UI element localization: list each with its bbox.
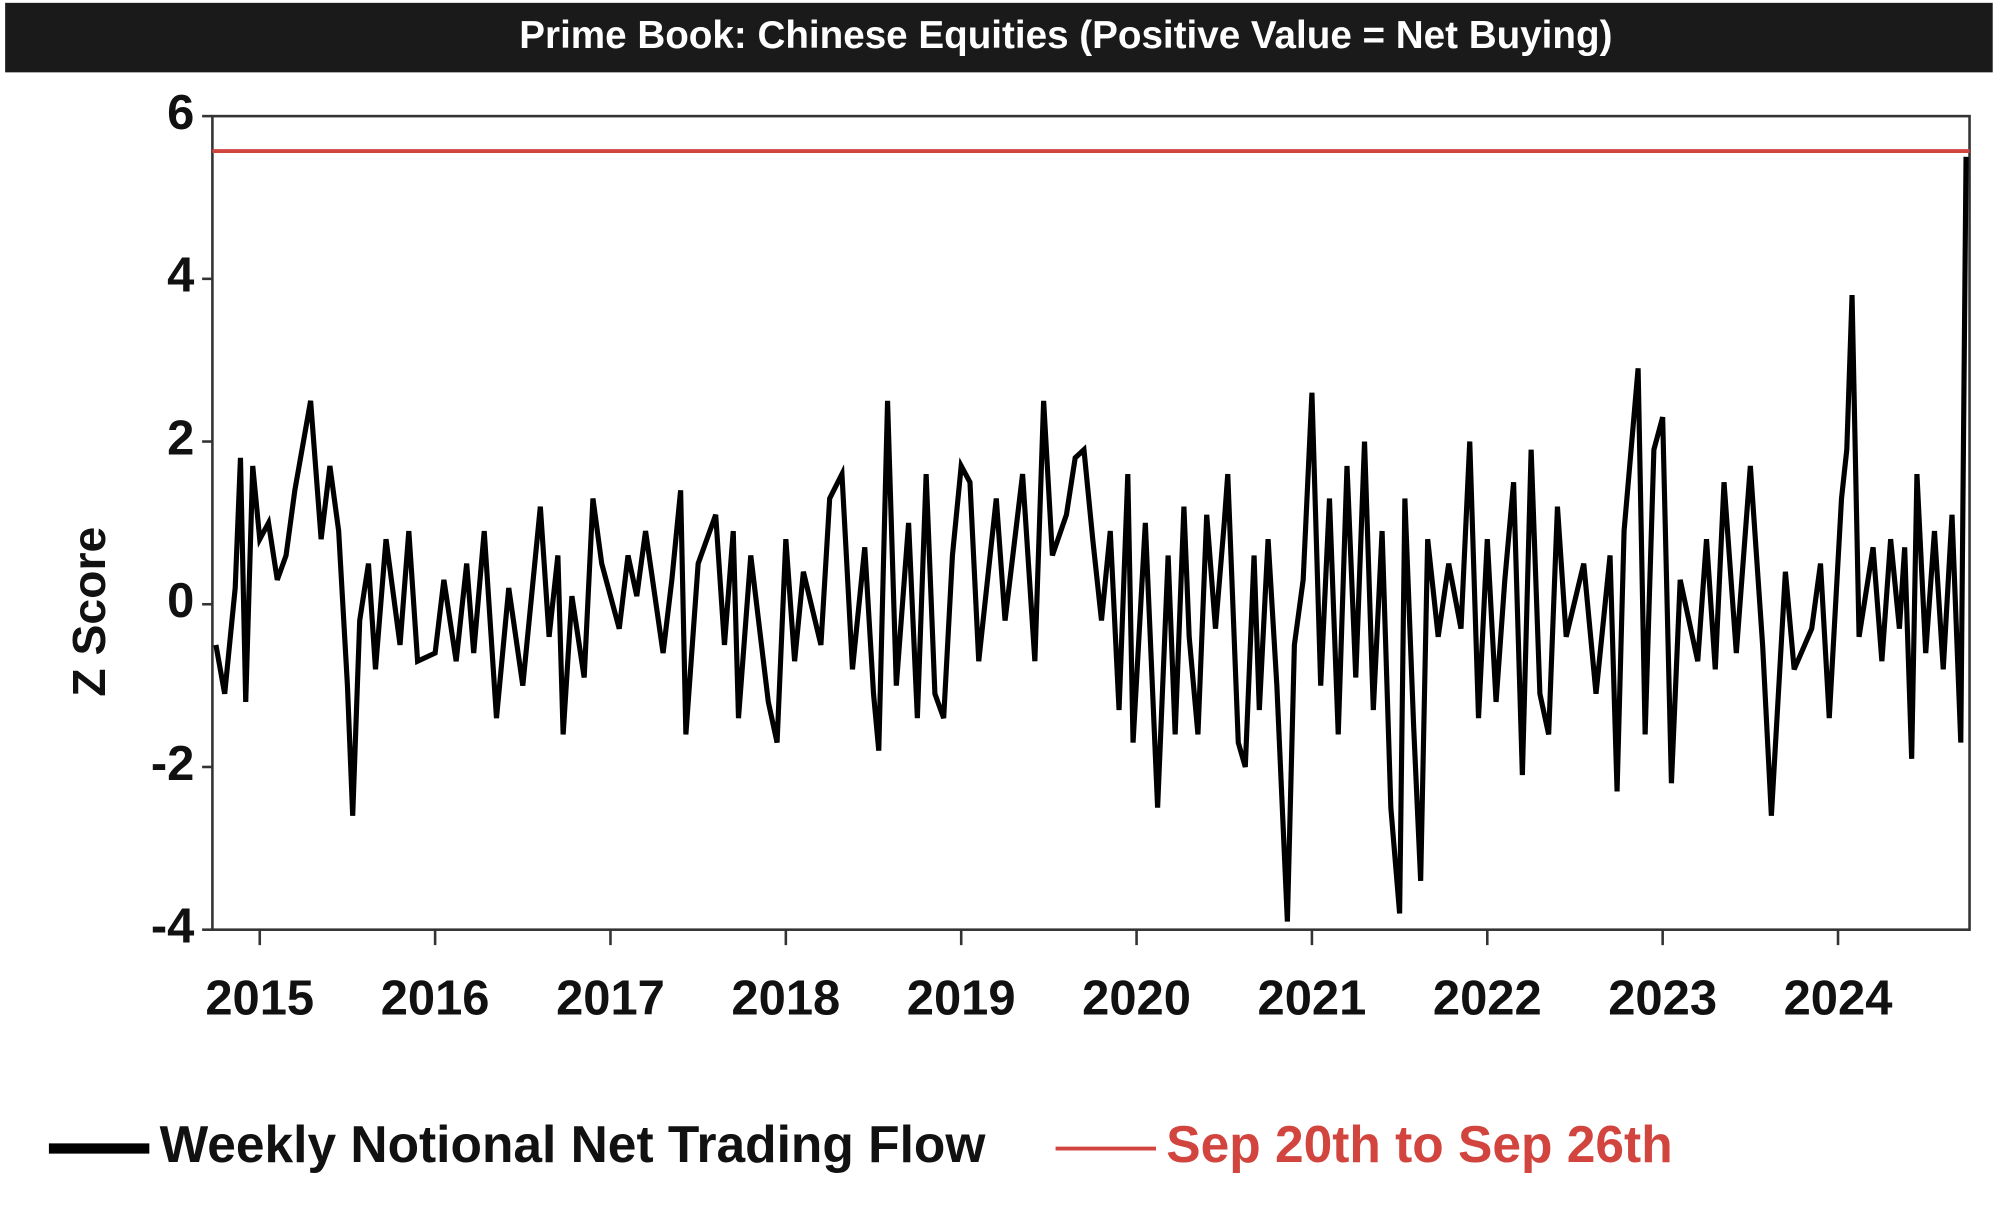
y-tick-label: 6 [167, 86, 194, 140]
x-tick-label: 2016 [381, 972, 490, 1026]
plot-frame [211, 114, 1971, 931]
x-tick-label: 2020 [1082, 972, 1191, 1026]
legend-label: Weekly Notional Net Trading Flow [160, 1115, 987, 1173]
y-tick-label: 4 [167, 249, 194, 303]
x-tick-label: 2015 [205, 972, 314, 1026]
title-bar [5, 2, 1993, 73]
x-tick-label: 2022 [1433, 972, 1542, 1026]
x-tick-label: 2024 [1784, 972, 1893, 1026]
series-line [213, 156, 1969, 922]
chart-title: Prime Book: Chinese Equities (Positive V… [519, 14, 1612, 57]
x-tick-label: 2019 [907, 972, 1016, 1026]
legend-label: Sep 20th to Sep 26th [1166, 1115, 1672, 1173]
y-tick-label: 0 [167, 574, 194, 628]
x-tick-label: 2017 [556, 972, 665, 1026]
x-tick-label: 2018 [731, 972, 840, 1026]
y-tick-label: -4 [151, 900, 195, 954]
x-tick-label: 2021 [1258, 972, 1367, 1026]
y-axis-label: Z Score [63, 527, 115, 697]
y-tick-label: -2 [151, 737, 195, 791]
y-tick-label: 2 [167, 411, 194, 465]
x-tick-label: 2023 [1608, 972, 1717, 1026]
